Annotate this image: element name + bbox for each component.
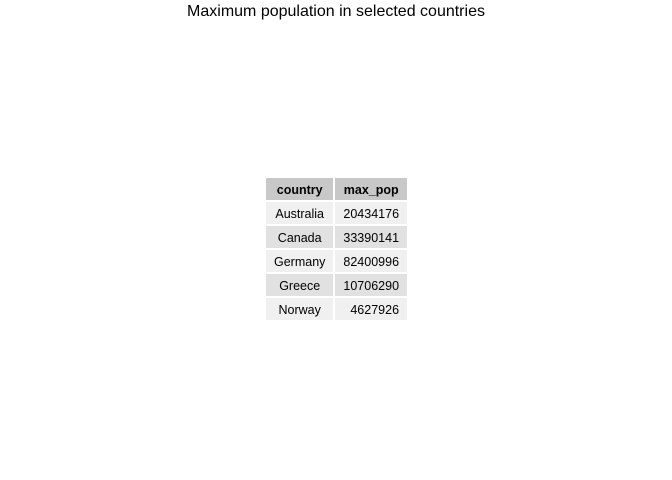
data-table-container: country max_pop Australia 20434176 Canad… bbox=[264, 176, 409, 322]
country-cell: Greece bbox=[266, 274, 334, 296]
max-pop-cell: 4627926 bbox=[335, 298, 408, 320]
max-pop-cell: 82400996 bbox=[335, 250, 408, 272]
country-cell: Norway bbox=[266, 298, 334, 320]
max-pop-cell: 20434176 bbox=[335, 202, 408, 224]
column-header-max-pop: max_pop bbox=[335, 178, 408, 200]
chart-title: Maximum population in selected countries bbox=[187, 3, 485, 20]
country-cell: Canada bbox=[266, 226, 334, 248]
table-row: Norway 4627926 bbox=[266, 298, 408, 320]
table-row: Australia 20434176 bbox=[266, 202, 408, 224]
table-row: Greece 10706290 bbox=[266, 274, 408, 296]
max-pop-cell: 10706290 bbox=[335, 274, 408, 296]
column-header-country: country bbox=[266, 178, 334, 200]
country-cell: Germany bbox=[266, 250, 334, 272]
table-row: Canada 33390141 bbox=[266, 226, 408, 248]
table-header-row: country max_pop bbox=[266, 178, 408, 200]
data-table: country max_pop Australia 20434176 Canad… bbox=[264, 176, 409, 322]
country-cell: Australia bbox=[266, 202, 334, 224]
table-row: Germany 82400996 bbox=[266, 250, 408, 272]
max-pop-cell: 33390141 bbox=[335, 226, 408, 248]
